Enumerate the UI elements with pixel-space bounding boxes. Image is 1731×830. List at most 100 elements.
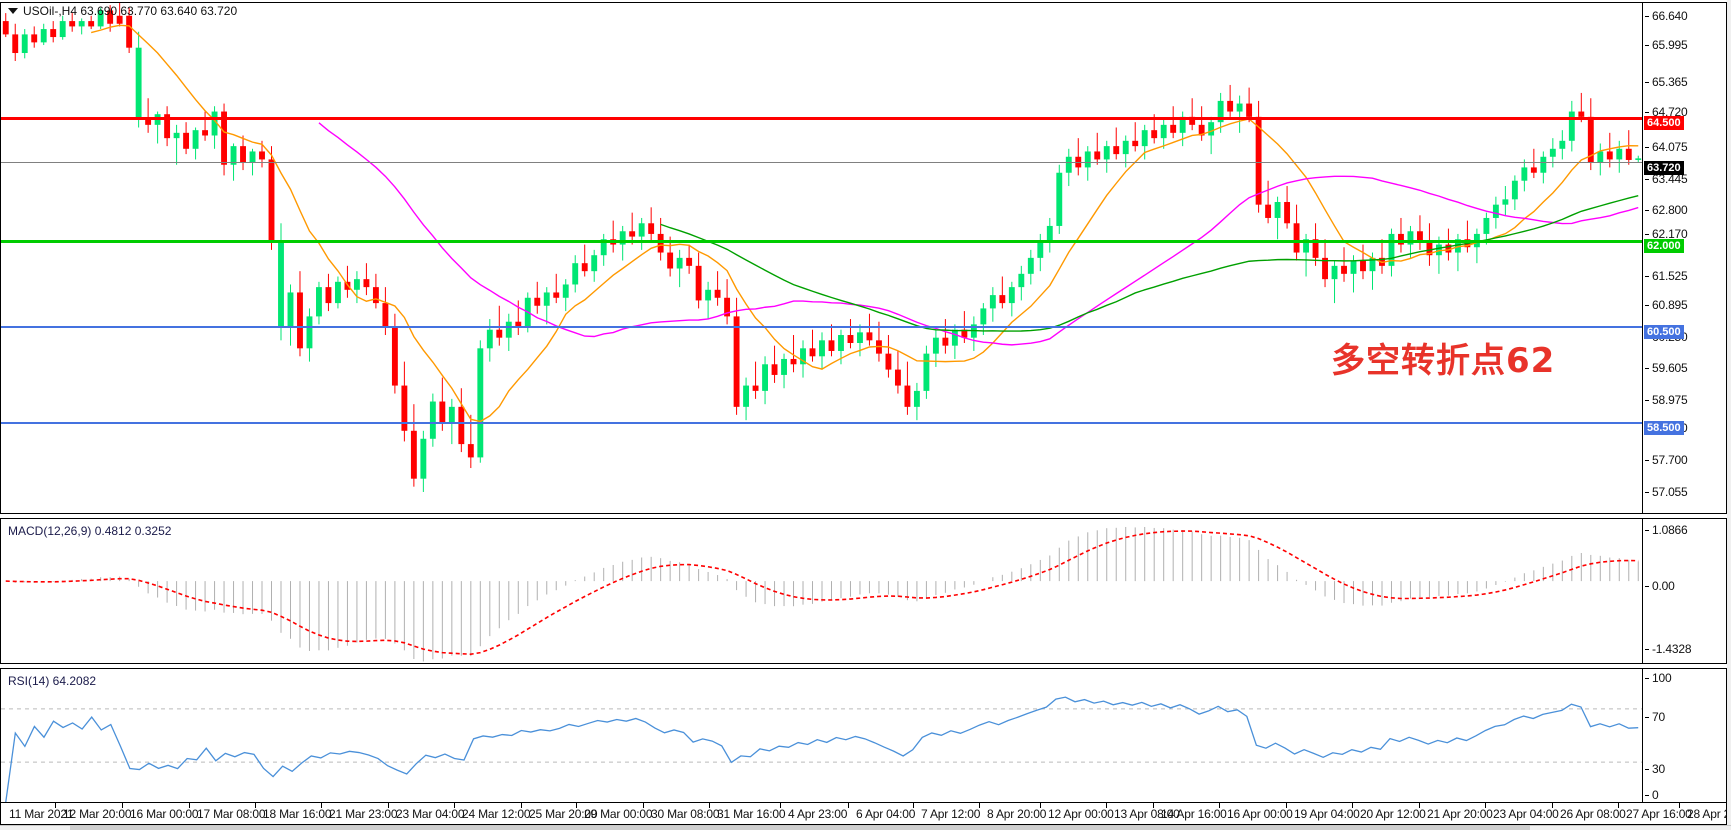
price-axis-tick-label: 59.605 (1652, 361, 1688, 375)
ma-green-line (660, 195, 1639, 332)
tick-mark (1645, 147, 1649, 148)
macd-axis[interactable]: 1.0866 0.00 -1.4328 (1642, 519, 1726, 663)
time-axis-tick (576, 803, 577, 808)
level-line-support-58500[interactable] (1, 422, 1642, 424)
time-axis-label: 13 Apr 08:00 (1114, 807, 1180, 821)
level-line-resistance-64500[interactable] (1, 117, 1642, 120)
time-axis-tick (780, 803, 781, 808)
price-tag-64-500[interactable]: 64.500 (1644, 116, 1684, 130)
chart-annotation-text: 多空转折点62 (1331, 341, 1556, 381)
tick-mark (1645, 400, 1649, 401)
time-axis-label: 12 Apr 00:00 (1048, 807, 1114, 821)
macd-label: MACD(12,26,9) 0.4812 0.3252 (8, 524, 172, 538)
vertical-scrollbar[interactable] (1727, 0, 1731, 825)
tick-mark (1645, 16, 1649, 17)
time-axis-label: 20 Apr 12:00 (1360, 807, 1426, 821)
time-axis-tick (1485, 803, 1486, 808)
macd-indicator-panel[interactable]: 1.0866 0.00 -1.4328 MACD(12,26,9) 0.4812 0… (0, 518, 1727, 664)
candlestick-series (2, 3, 1642, 492)
level-line-support-60500[interactable] (1, 326, 1642, 328)
price-tag-62-000[interactable]: 62.000 (1644, 239, 1684, 253)
tick-mark (1645, 234, 1649, 235)
time-axis-label: 24 Mar 12:00 (462, 807, 531, 821)
horizontal-scrollbar[interactable] (0, 825, 1731, 830)
price-tag-63-720[interactable]: 63.720 (1644, 161, 1684, 175)
macd-plot-area[interactable] (1, 519, 1642, 663)
rsi-plot-area[interactable] (1, 669, 1642, 802)
time-axis-tick (1040, 803, 1041, 808)
price-axis-tick-label: 64.075 (1652, 140, 1688, 154)
time-axis-tick (848, 803, 849, 808)
rsi-axis-tick-label: 0 (1652, 788, 1659, 802)
time-axis-tick (189, 803, 190, 808)
tick-mark (1645, 492, 1649, 493)
tick-mark (1645, 45, 1649, 46)
time-axis-tick (1106, 803, 1107, 808)
tick-mark (1645, 368, 1649, 369)
tick-mark (1645, 179, 1649, 180)
price-tag-60-500[interactable]: 60.500 (1644, 325, 1684, 339)
time-axis-label: 28 Apr 22:00 (1687, 807, 1731, 821)
time-axis-label: 7 Apr 12:00 (921, 807, 981, 821)
price-axis-tick-label: 58.975 (1652, 393, 1688, 407)
time-axis-tick (55, 803, 56, 808)
tick-mark (1645, 460, 1649, 461)
price-axis[interactable]: 66.640 65.995 65.365 64.720 64.075 63.445 62.8… (1642, 3, 1726, 513)
time-axis-label: 19 Apr 04:00 (1294, 807, 1360, 821)
time-axis-tick (1286, 803, 1287, 808)
price-axis-tick-label: 62.800 (1652, 203, 1688, 217)
price-tag-58-500[interactable]: 58.500 (1644, 421, 1684, 435)
macd-axis-tick-label: 0.00 (1652, 579, 1675, 593)
ma-magenta-line (318, 122, 1639, 346)
price-axis-tick-label: 57.700 (1652, 453, 1688, 467)
time-axis-tick (1618, 803, 1619, 808)
time-axis-label: 16 Apr 00:00 (1227, 807, 1293, 821)
tick-mark (1645, 210, 1649, 211)
time-axis-tick (913, 803, 914, 808)
price-axis-tick-label: 64.720 (1652, 105, 1688, 119)
tick-mark (1645, 769, 1649, 770)
level-line-current-price-63720[interactable] (1, 162, 1642, 163)
rsi-axis[interactable]: 100 70 30 0 (1642, 669, 1726, 802)
price-axis-tick-label: 63.445 (1652, 172, 1688, 186)
macd-axis-tick-label: -1.4328 (1652, 642, 1692, 656)
price-axis-tick-label: 57.055 (1652, 485, 1688, 499)
triangle-down-icon[interactable] (8, 8, 18, 14)
macd-axis-tick-label: 1.0866 (1652, 523, 1688, 537)
tick-mark (1645, 305, 1649, 306)
time-axis-label: 8 Apr 20:00 (987, 807, 1047, 821)
time-axis-tick (1352, 803, 1353, 808)
price-axis-tick-label: 60.895 (1652, 298, 1688, 312)
macd-series (5, 526, 1639, 662)
rsi-indicator-panel[interactable]: 100 70 30 0 RSI(14) 64.2082 (0, 668, 1727, 803)
time-axis-tick (643, 803, 644, 808)
tick-mark (1645, 678, 1649, 679)
time-axis-label: 27 Apr 16:00 (1626, 807, 1692, 821)
time-axis-tick (1419, 803, 1420, 808)
price-axis-tick-label: 66.640 (1652, 9, 1688, 23)
level-line-pivot-62000[interactable] (1, 240, 1642, 243)
scrollbar-thumb[interactable] (70, 826, 1530, 830)
time-axis-tick (454, 803, 455, 808)
time-axis-label: 23 Mar 04:00 (396, 807, 465, 821)
time-axis-label: 16 Mar 00:00 (130, 807, 199, 821)
time-axis-label: 30 Mar 08:00 (651, 807, 720, 821)
time-axis-tick (1679, 803, 1680, 808)
symbol-ohlc-header: USOil-,H4 63.690 63.770 63.640 63.720 (23, 4, 238, 18)
time-axis[interactable]: 11 Mar 2021 12 Mar 20:00 16 Mar 00:00 17 Ma… (0, 803, 1731, 825)
time-axis-label: 21 Mar 23:00 (329, 807, 398, 821)
tick-mark (1645, 717, 1649, 718)
price-axis-tick-label: 65.995 (1652, 38, 1688, 52)
time-axis-label: 12 Mar 20:00 (63, 807, 132, 821)
tick-mark (1645, 586, 1649, 587)
tick-mark (1645, 276, 1649, 277)
time-axis-label: 29 Mar 00:00 (584, 807, 653, 821)
time-axis-label: 23 Apr 04:00 (1493, 807, 1559, 821)
price-axis-tick-label: 65.365 (1652, 75, 1688, 89)
price-chart-panel[interactable]: 66.640 65.995 65.365 64.720 64.075 63.445 62.8… (0, 2, 1727, 514)
price-plot-area[interactable] (1, 3, 1642, 513)
time-axis-label: 25 Mar 20:00 (529, 807, 598, 821)
time-axis-label: 14 Apr 16:00 (1161, 807, 1227, 821)
tick-mark (1645, 112, 1649, 113)
